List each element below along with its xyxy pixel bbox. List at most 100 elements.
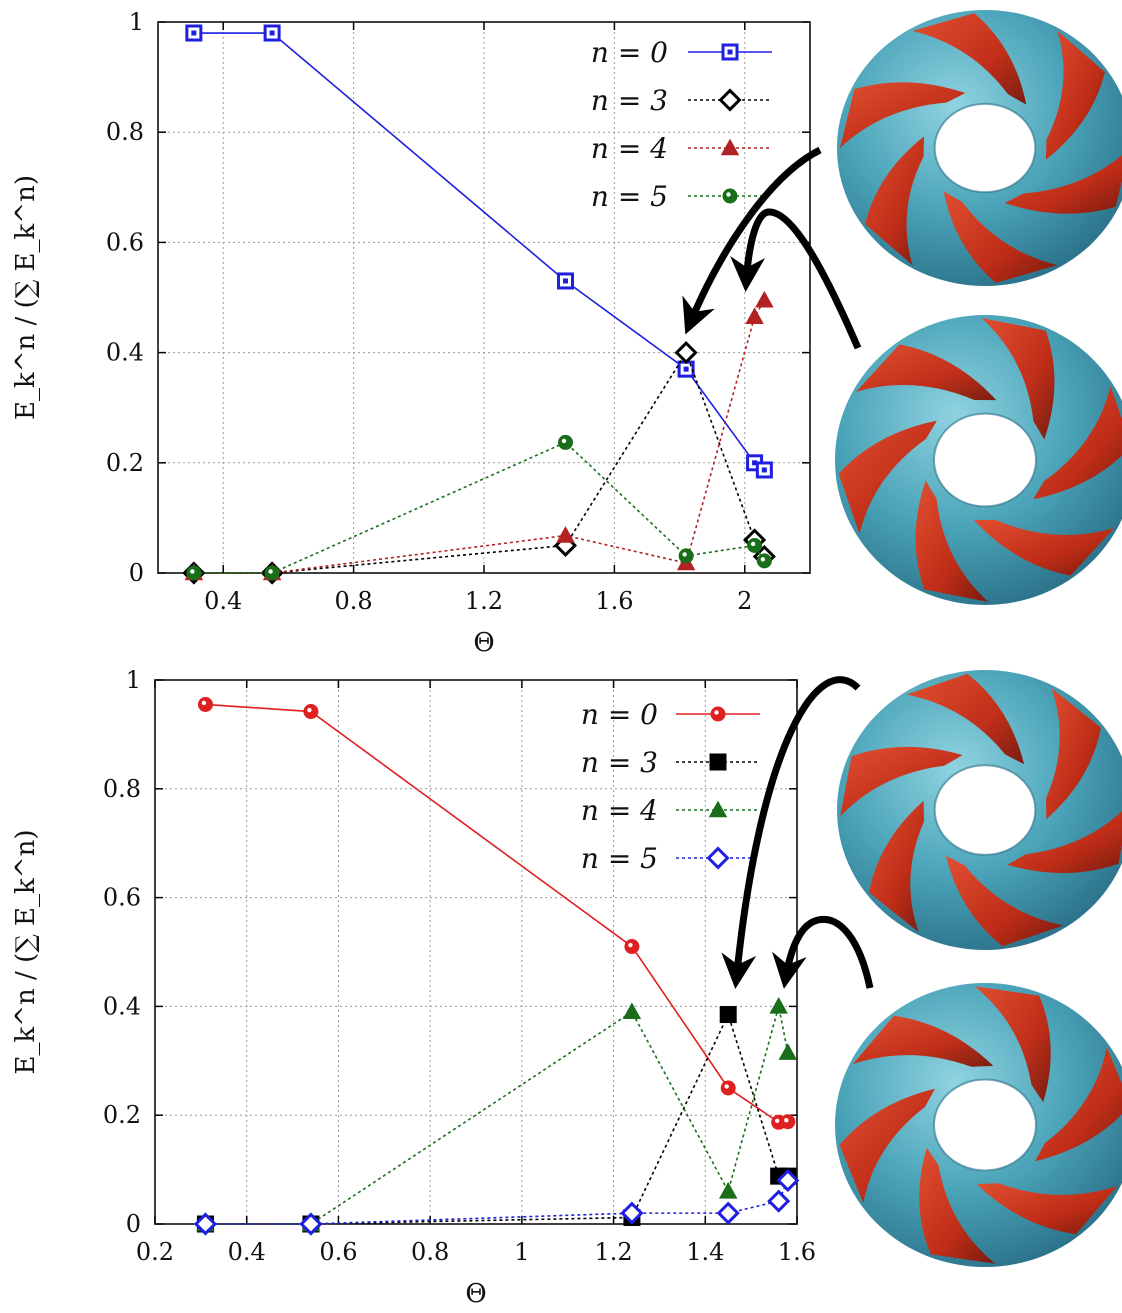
data-point bbox=[620, 1201, 644, 1225]
x-tick-label: 0.4 bbox=[228, 1238, 266, 1266]
torus-image-4 bbox=[835, 983, 1122, 1267]
y-tick-label: 0 bbox=[129, 559, 144, 587]
torus-red-band bbox=[839, 82, 966, 148]
torus-image-1 bbox=[837, 10, 1122, 286]
torus-hole-rim bbox=[933, 102, 1037, 194]
x-tick-label: 0.8 bbox=[335, 587, 373, 615]
torus-red-band bbox=[869, 800, 925, 932]
annotation-arrows bbox=[682, 146, 874, 989]
torus-red-band bbox=[912, 13, 1027, 105]
x-axis-title: Θ bbox=[465, 1279, 486, 1309]
x-tick-label: 0.8 bbox=[411, 1238, 449, 1266]
data-point bbox=[264, 565, 280, 581]
legend-item: n = 5 bbox=[581, 842, 760, 875]
data-point bbox=[778, 1043, 798, 1060]
series-3 bbox=[193, 1168, 800, 1236]
torus-red-band bbox=[945, 855, 1064, 947]
chart-panel-bottom: 0.2 0.4 0.6 0.8 1 1.2 1.4 1.600.20.40.60.81ΘE_k… bbox=[11, 666, 816, 1309]
legend-label: n = 3 bbox=[581, 746, 658, 779]
series-line bbox=[205, 1180, 789, 1225]
legend-item: n = 3 bbox=[581, 746, 760, 779]
annotation-arrow-1 bbox=[682, 146, 822, 335]
legend: n = 0 n = 3 n = 4 n = 5 bbox=[581, 698, 760, 875]
legend-marker bbox=[708, 800, 728, 818]
data-point bbox=[767, 1189, 791, 1213]
series-line bbox=[193, 441, 766, 574]
torus-red-band bbox=[973, 519, 1115, 576]
data-point bbox=[716, 1201, 740, 1225]
y-tick-label: 0.8 bbox=[106, 118, 144, 146]
torus-red-band bbox=[919, 1147, 996, 1264]
torus-red-band bbox=[915, 480, 989, 603]
data-point bbox=[303, 704, 319, 720]
legend-marker bbox=[718, 88, 742, 112]
data-point bbox=[776, 1168, 800, 1193]
torus-red-band bbox=[840, 746, 963, 817]
series-line bbox=[193, 299, 766, 574]
torus-red-band bbox=[974, 986, 1051, 1103]
annotation-arrow-4 bbox=[772, 915, 874, 989]
x-tick-label: 1.6 bbox=[595, 587, 633, 615]
data-point bbox=[720, 1080, 736, 1096]
data-point bbox=[674, 341, 698, 365]
x-tick-label: 0.6 bbox=[319, 1238, 357, 1266]
data-point bbox=[197, 696, 213, 712]
torus-red-band bbox=[1034, 1047, 1122, 1162]
data-point bbox=[780, 1114, 796, 1130]
data-point bbox=[747, 537, 763, 553]
data-point bbox=[755, 290, 774, 308]
data-point bbox=[185, 24, 203, 42]
legend-marker bbox=[722, 188, 738, 204]
torus-red-band bbox=[865, 136, 925, 266]
torus-red-band bbox=[1045, 688, 1101, 820]
grid bbox=[158, 21, 810, 574]
y-tick-label: 0.6 bbox=[103, 884, 141, 912]
x-tick-label: 1.4 bbox=[686, 1238, 724, 1266]
torus-hole bbox=[934, 765, 1036, 855]
y-tick-label: 0.8 bbox=[103, 775, 141, 803]
series-line bbox=[193, 32, 765, 471]
data-point bbox=[556, 526, 575, 543]
data-point bbox=[719, 1006, 737, 1024]
legend-item: n = 4 bbox=[581, 794, 760, 827]
torus-red-band bbox=[839, 1088, 936, 1203]
legend: n = 0 n = 3 n = 4 n = 5 bbox=[591, 36, 772, 213]
x-tick-label: 0.2 bbox=[136, 1238, 174, 1266]
y-tick-label: 1 bbox=[126, 666, 141, 694]
torus-red-band bbox=[1004, 155, 1122, 214]
x-tick-label: 0.4 bbox=[204, 587, 242, 615]
annotation-arrow-2 bbox=[730, 208, 862, 350]
torus-red-band bbox=[838, 420, 937, 534]
data-point bbox=[186, 565, 202, 581]
torus-red-band bbox=[1045, 30, 1105, 160]
legend-label: n = 3 bbox=[591, 84, 668, 117]
torus-hole bbox=[934, 103, 1036, 193]
torus-red-band bbox=[906, 673, 1025, 765]
data-point bbox=[755, 461, 773, 479]
series-2 bbox=[196, 996, 798, 1232]
x-tick-label: 1.2 bbox=[465, 587, 503, 615]
y-tick-label: 0.2 bbox=[106, 449, 144, 477]
data-point bbox=[756, 553, 772, 569]
torus-red-band bbox=[855, 344, 997, 401]
y-axis-title: E_k^n / (∑ E_k^n) bbox=[11, 175, 41, 420]
data-point bbox=[299, 1212, 323, 1236]
torus-insets bbox=[835, 10, 1122, 1267]
chart-panel-top: 0.4 0.8 1.2 1.6 2 0 0.2 0.4 0.6 0.8 1 Θ E_k^n / (∑ E… bbox=[11, 8, 811, 658]
torus-red-band bbox=[943, 191, 1058, 283]
data-point bbox=[769, 996, 788, 1014]
torus-image-2 bbox=[835, 315, 1122, 605]
legend-marker bbox=[709, 753, 727, 771]
legend-marker bbox=[706, 846, 730, 870]
series-line bbox=[205, 703, 788, 1124]
series-line bbox=[193, 350, 766, 574]
torus-red-band bbox=[981, 317, 1055, 440]
legend-item: n = 5 bbox=[591, 180, 772, 213]
data-point bbox=[678, 548, 694, 564]
data-point bbox=[557, 272, 574, 290]
torus-image-3 bbox=[837, 670, 1122, 950]
torus-red-band bbox=[976, 1183, 1118, 1235]
data-point bbox=[622, 1002, 642, 1020]
x-tick-label: 2 bbox=[737, 587, 752, 615]
